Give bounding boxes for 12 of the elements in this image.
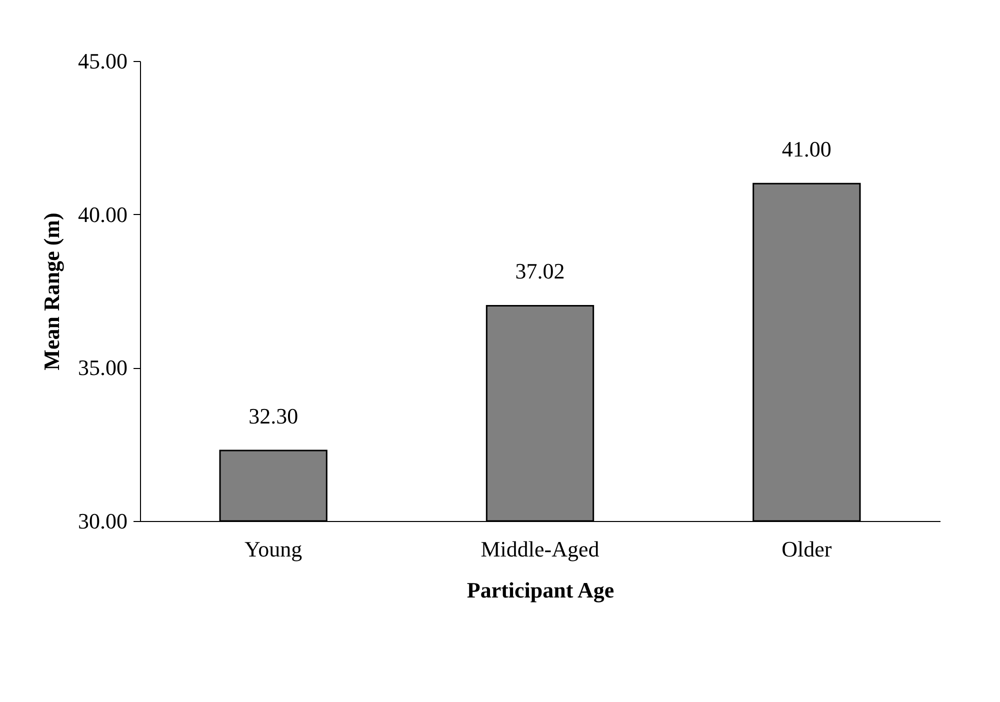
y-axis-title: Mean Range (m) xyxy=(39,212,64,370)
x-tick-label: Older xyxy=(782,536,832,562)
y-tick-label: 40.00 xyxy=(78,202,128,227)
y-tick-label: 45.00 xyxy=(78,48,128,74)
y-tick-label: 35.00 xyxy=(78,355,128,380)
data-label: 41.00 xyxy=(782,136,832,162)
data-label: 37.02 xyxy=(515,258,565,284)
x-tick-label: Young xyxy=(244,536,302,562)
data-label: 32.30 xyxy=(248,403,298,428)
x-tick-label: Middle-Aged xyxy=(480,536,600,562)
x-axis-title: Participant Age xyxy=(466,578,614,602)
y-tick-label: 30.00 xyxy=(78,508,128,534)
